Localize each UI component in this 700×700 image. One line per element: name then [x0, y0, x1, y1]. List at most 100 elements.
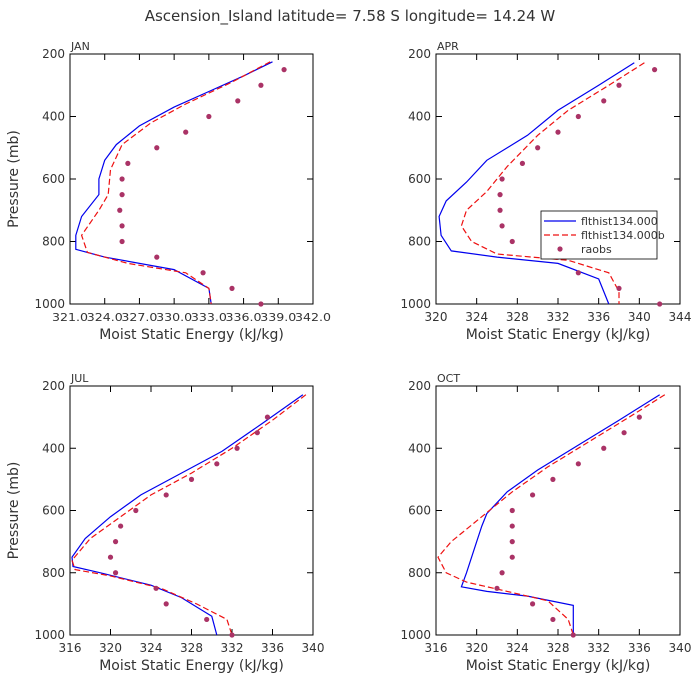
x-tick-label: 336: [261, 641, 284, 655]
panel-jan: JAN2004006008001000321.0324.0327.0330.03…: [6, 40, 331, 343]
x-tick-label: 320: [425, 310, 448, 324]
y-tick-label: 200: [42, 47, 65, 61]
raobs-point: [112, 570, 119, 576]
raobs-point: [601, 98, 607, 104]
raobs-point: [163, 492, 169, 498]
raobs-point: [119, 176, 125, 182]
raobs-point: [154, 254, 160, 260]
raobs-point: [529, 492, 536, 498]
raobs-point: [509, 539, 515, 545]
raobs-point: [254, 430, 260, 436]
raobs-point: [125, 160, 131, 166]
x-axis-title: Moist Static Energy (kJ/kg): [466, 327, 651, 343]
raobs-point: [509, 238, 515, 245]
x-tick-label: 330.0: [156, 311, 192, 324]
series-raobs: [494, 414, 642, 638]
x-tick-label: 336: [587, 310, 610, 324]
x-tick-label: 336.0: [226, 311, 262, 324]
series-line-flthist134-000: [71, 394, 304, 636]
series-line-flthist134-000b: [80, 61, 271, 305]
x-tick-label: 327.0: [121, 311, 157, 324]
legend-label: flthist134.000: [581, 215, 658, 228]
plot-frame: [435, 385, 681, 636]
y-tick-label: 800: [408, 566, 431, 580]
legend-marker-raobs: [557, 246, 563, 252]
raobs-point: [133, 507, 139, 514]
panel-label: APR: [437, 40, 459, 53]
series-line-flthist134-000b: [437, 394, 666, 636]
x-tick-label: 336: [628, 641, 651, 655]
raobs-point: [509, 554, 515, 560]
x-tick-label: 344: [669, 310, 692, 324]
plot-frame: [435, 53, 681, 305]
raobs-point: [229, 632, 235, 638]
y-tick-label: 200: [408, 379, 431, 393]
raobs-point: [570, 632, 576, 638]
x-tick-label: 320: [465, 641, 488, 655]
raobs-point: [575, 270, 581, 276]
raobs-point: [575, 461, 581, 467]
legend-label: raobs: [581, 243, 612, 256]
raobs-point: [497, 207, 503, 213]
series-line-flthist134-000: [75, 61, 273, 305]
raobs-point: [499, 223, 505, 229]
y-tick-label: 400: [408, 110, 431, 124]
x-tick-label: 328: [180, 641, 203, 655]
raobs-point: [119, 192, 125, 198]
raobs-point: [529, 601, 536, 607]
y-tick-label: 1000: [34, 297, 65, 311]
series-raobs: [117, 67, 287, 307]
raobs-point: [550, 476, 556, 482]
x-tick-label: 324.0: [87, 311, 123, 324]
x-tick-label: 332: [587, 641, 610, 655]
raobs-point: [657, 301, 663, 307]
y-tick-label: 800: [408, 235, 431, 249]
legend-label: flthist134.000b: [581, 229, 665, 242]
raobs-point: [509, 523, 515, 529]
series-line-flthist134-000: [460, 394, 661, 635]
x-tick-label: 324: [465, 310, 488, 324]
raobs-point: [575, 113, 581, 120]
raobs-point: [651, 67, 658, 73]
raobs-point: [616, 82, 622, 88]
figure-title: Ascension_Island latitude= 7.58 S longit…: [145, 7, 556, 26]
raobs-point: [234, 445, 240, 451]
raobs-point: [519, 160, 526, 166]
y-axis-title: Pressure (mb): [6, 462, 22, 560]
raobs-point: [601, 445, 607, 451]
series-raobs: [107, 414, 271, 638]
plot-frame: [69, 53, 314, 305]
x-axis-title: Moist Static Energy (kJ/kg): [99, 658, 284, 674]
raobs-point: [258, 301, 264, 307]
y-tick-label: 400: [42, 110, 65, 124]
raobs-point: [154, 145, 160, 151]
y-tick-label: 800: [42, 566, 65, 580]
x-tick-label: 328: [547, 641, 570, 655]
raobs-point: [200, 270, 206, 276]
raobs-point: [214, 461, 220, 467]
raobs-point: [616, 285, 622, 291]
raobs-point: [509, 507, 515, 514]
series-line-flthist134-000b: [71, 394, 307, 636]
x-tick-label: 340: [628, 310, 651, 324]
x-tick-label: 333.0: [191, 311, 227, 324]
raobs-point: [119, 223, 125, 229]
y-tick-label: 400: [408, 441, 431, 455]
x-tick-label: 342.0: [295, 311, 331, 324]
y-tick-label: 600: [408, 172, 431, 186]
y-tick-label: 600: [42, 504, 65, 518]
x-tick-label: 321.0: [52, 311, 88, 324]
raobs-point: [153, 585, 159, 591]
raobs-point: [188, 476, 195, 482]
panels-group: JAN2004006008001000321.0324.0327.0330.03…: [6, 40, 691, 674]
x-tick-label: 324: [140, 641, 163, 655]
plot-frame: [69, 385, 314, 636]
raobs-point: [550, 616, 556, 623]
x-tick-label: 328: [506, 310, 529, 324]
raobs-point: [281, 67, 287, 73]
y-tick-label: 600: [42, 172, 65, 186]
